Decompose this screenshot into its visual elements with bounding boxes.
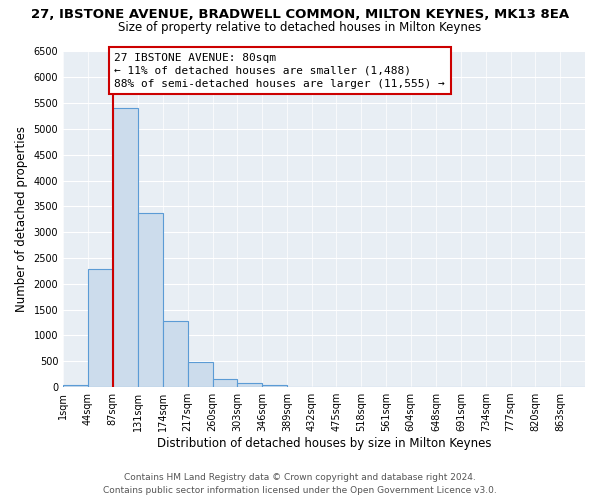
Bar <box>262 385 287 387</box>
Bar <box>138 212 163 387</box>
Bar <box>163 321 188 387</box>
Bar <box>88 270 113 387</box>
Y-axis label: Number of detached properties: Number of detached properties <box>15 126 28 312</box>
Text: Size of property relative to detached houses in Milton Keynes: Size of property relative to detached ho… <box>118 21 482 34</box>
Bar <box>63 384 88 387</box>
X-axis label: Distribution of detached houses by size in Milton Keynes: Distribution of detached houses by size … <box>157 437 491 450</box>
Text: Contains HM Land Registry data © Crown copyright and database right 2024.
Contai: Contains HM Land Registry data © Crown c… <box>103 474 497 495</box>
Text: 27, IBSTONE AVENUE, BRADWELL COMMON, MILTON KEYNES, MK13 8EA: 27, IBSTONE AVENUE, BRADWELL COMMON, MIL… <box>31 8 569 20</box>
Bar <box>188 362 212 387</box>
Bar <box>113 108 137 387</box>
Bar <box>212 379 238 387</box>
Bar <box>238 384 262 387</box>
Text: 27 IBSTONE AVENUE: 80sqm
← 11% of detached houses are smaller (1,488)
88% of sem: 27 IBSTONE AVENUE: 80sqm ← 11% of detach… <box>115 52 445 89</box>
